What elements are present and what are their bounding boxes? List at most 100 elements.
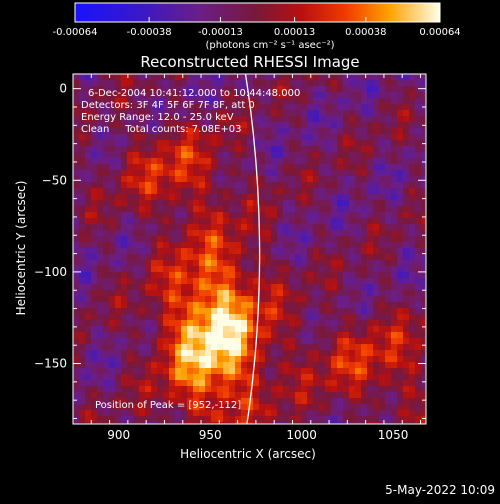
heatmap-cell bbox=[343, 182, 350, 189]
heatmap-cell bbox=[265, 104, 272, 111]
heatmap-cell bbox=[409, 278, 416, 285]
heatmap-cell bbox=[127, 386, 134, 393]
heatmap-cell bbox=[295, 254, 302, 261]
heatmap-cell bbox=[355, 98, 362, 105]
heatmap-cell bbox=[241, 116, 248, 123]
heatmap-cell bbox=[157, 404, 164, 411]
heatmap-cell bbox=[241, 176, 248, 183]
heatmap-cell bbox=[151, 416, 158, 423]
heatmap-cell bbox=[391, 164, 398, 171]
heatmap-cell bbox=[259, 170, 266, 177]
heatmap-cell bbox=[109, 308, 116, 315]
heatmap-cell bbox=[301, 242, 308, 249]
heatmap-cell bbox=[121, 146, 128, 153]
heatmap-cell bbox=[247, 410, 254, 417]
heatmap-cell bbox=[121, 110, 128, 117]
heatmap-cell bbox=[151, 278, 158, 285]
heatmap-cell bbox=[391, 236, 398, 243]
heatmap-cell bbox=[301, 374, 308, 381]
heatmap-cell bbox=[343, 122, 350, 129]
heatmap-cell bbox=[361, 80, 368, 87]
heatmap-cell bbox=[277, 236, 284, 243]
heatmap-cell bbox=[97, 104, 104, 111]
heatmap-cell bbox=[367, 212, 374, 219]
heatmap-cell bbox=[217, 422, 224, 424]
heatmap-cell bbox=[115, 344, 122, 351]
heatmap-cell bbox=[193, 296, 200, 303]
heatmap-cell bbox=[403, 140, 410, 147]
heatmap-cell bbox=[289, 236, 296, 243]
heatmap-cell bbox=[355, 92, 362, 99]
heatmap-cell bbox=[247, 212, 254, 219]
heatmap-cell bbox=[421, 416, 426, 423]
heatmap-cell bbox=[271, 218, 278, 225]
heatmap-cell bbox=[403, 170, 410, 177]
heatmap-cell bbox=[271, 188, 278, 195]
heatmap-cell bbox=[109, 296, 116, 303]
heatmap-cell bbox=[319, 188, 326, 195]
heatmap-cell bbox=[247, 86, 254, 93]
heatmap-cell bbox=[91, 260, 98, 267]
heatmap-cell bbox=[235, 332, 242, 339]
heatmap-cell bbox=[73, 98, 80, 105]
heatmap-cell bbox=[241, 320, 248, 327]
heatmap-cell bbox=[385, 416, 392, 423]
heatmap-cell bbox=[139, 224, 146, 231]
heatmap-cell bbox=[79, 74, 86, 81]
heatmap-cell bbox=[301, 404, 308, 411]
heatmap-cell bbox=[199, 338, 206, 345]
heatmap-cell bbox=[385, 320, 392, 327]
heatmap-cell bbox=[301, 290, 308, 297]
heatmap-cell bbox=[139, 92, 146, 99]
heatmap-cell bbox=[277, 302, 284, 309]
heatmap-cell bbox=[235, 308, 242, 315]
heatmap-cell bbox=[397, 398, 404, 405]
heatmap-cell bbox=[415, 326, 422, 333]
heatmap-cell bbox=[187, 140, 194, 147]
heatmap-cell bbox=[337, 128, 344, 135]
heatmap-cell bbox=[259, 128, 266, 135]
heatmap-cell bbox=[271, 362, 278, 369]
heatmap-cell bbox=[73, 338, 80, 345]
heatmap-cell bbox=[283, 290, 290, 297]
heatmap-cell bbox=[421, 230, 426, 237]
heatmap-cell bbox=[181, 374, 188, 381]
heatmap-cell bbox=[295, 236, 302, 243]
heatmap-cell bbox=[85, 230, 92, 237]
heatmap-cell bbox=[355, 374, 362, 381]
heatmap-cell bbox=[127, 188, 134, 195]
heatmap-cell bbox=[409, 230, 416, 237]
heatmap-cell bbox=[295, 422, 302, 424]
heatmap-cell bbox=[367, 356, 374, 363]
heatmap-cell bbox=[181, 212, 188, 219]
heatmap-cell bbox=[211, 194, 218, 201]
heatmap-cell bbox=[421, 380, 426, 387]
heatmap-cell bbox=[247, 326, 254, 333]
heatmap-cell bbox=[301, 194, 308, 201]
heatmap-cell bbox=[271, 206, 278, 213]
heatmap-cell bbox=[367, 392, 374, 399]
heatmap-cell bbox=[187, 284, 194, 291]
heatmap-cell bbox=[133, 332, 140, 339]
heatmap-cell bbox=[139, 374, 146, 381]
heatmap-cell bbox=[409, 158, 416, 165]
heatmap-cell bbox=[253, 284, 260, 291]
heatmap-cell bbox=[151, 170, 158, 177]
heatmap-cell bbox=[145, 224, 152, 231]
heatmap-cell bbox=[241, 254, 248, 261]
heatmap-cell bbox=[169, 98, 176, 105]
heatmap-cell bbox=[331, 392, 338, 399]
heatmap-cell bbox=[121, 302, 128, 309]
heatmap-cell bbox=[415, 176, 422, 183]
heatmap-cell bbox=[139, 134, 146, 141]
heatmap-cell bbox=[391, 122, 398, 129]
heatmap-cell bbox=[157, 338, 164, 345]
heatmap-cell bbox=[217, 284, 224, 291]
heatmap-cell bbox=[205, 116, 212, 123]
heatmap-cell bbox=[73, 194, 80, 201]
heatmap-cell bbox=[109, 128, 116, 135]
heatmap-cell bbox=[91, 248, 98, 255]
heatmap-cell bbox=[373, 368, 380, 375]
heatmap-cell bbox=[103, 110, 110, 117]
heatmap-cell bbox=[187, 110, 194, 117]
